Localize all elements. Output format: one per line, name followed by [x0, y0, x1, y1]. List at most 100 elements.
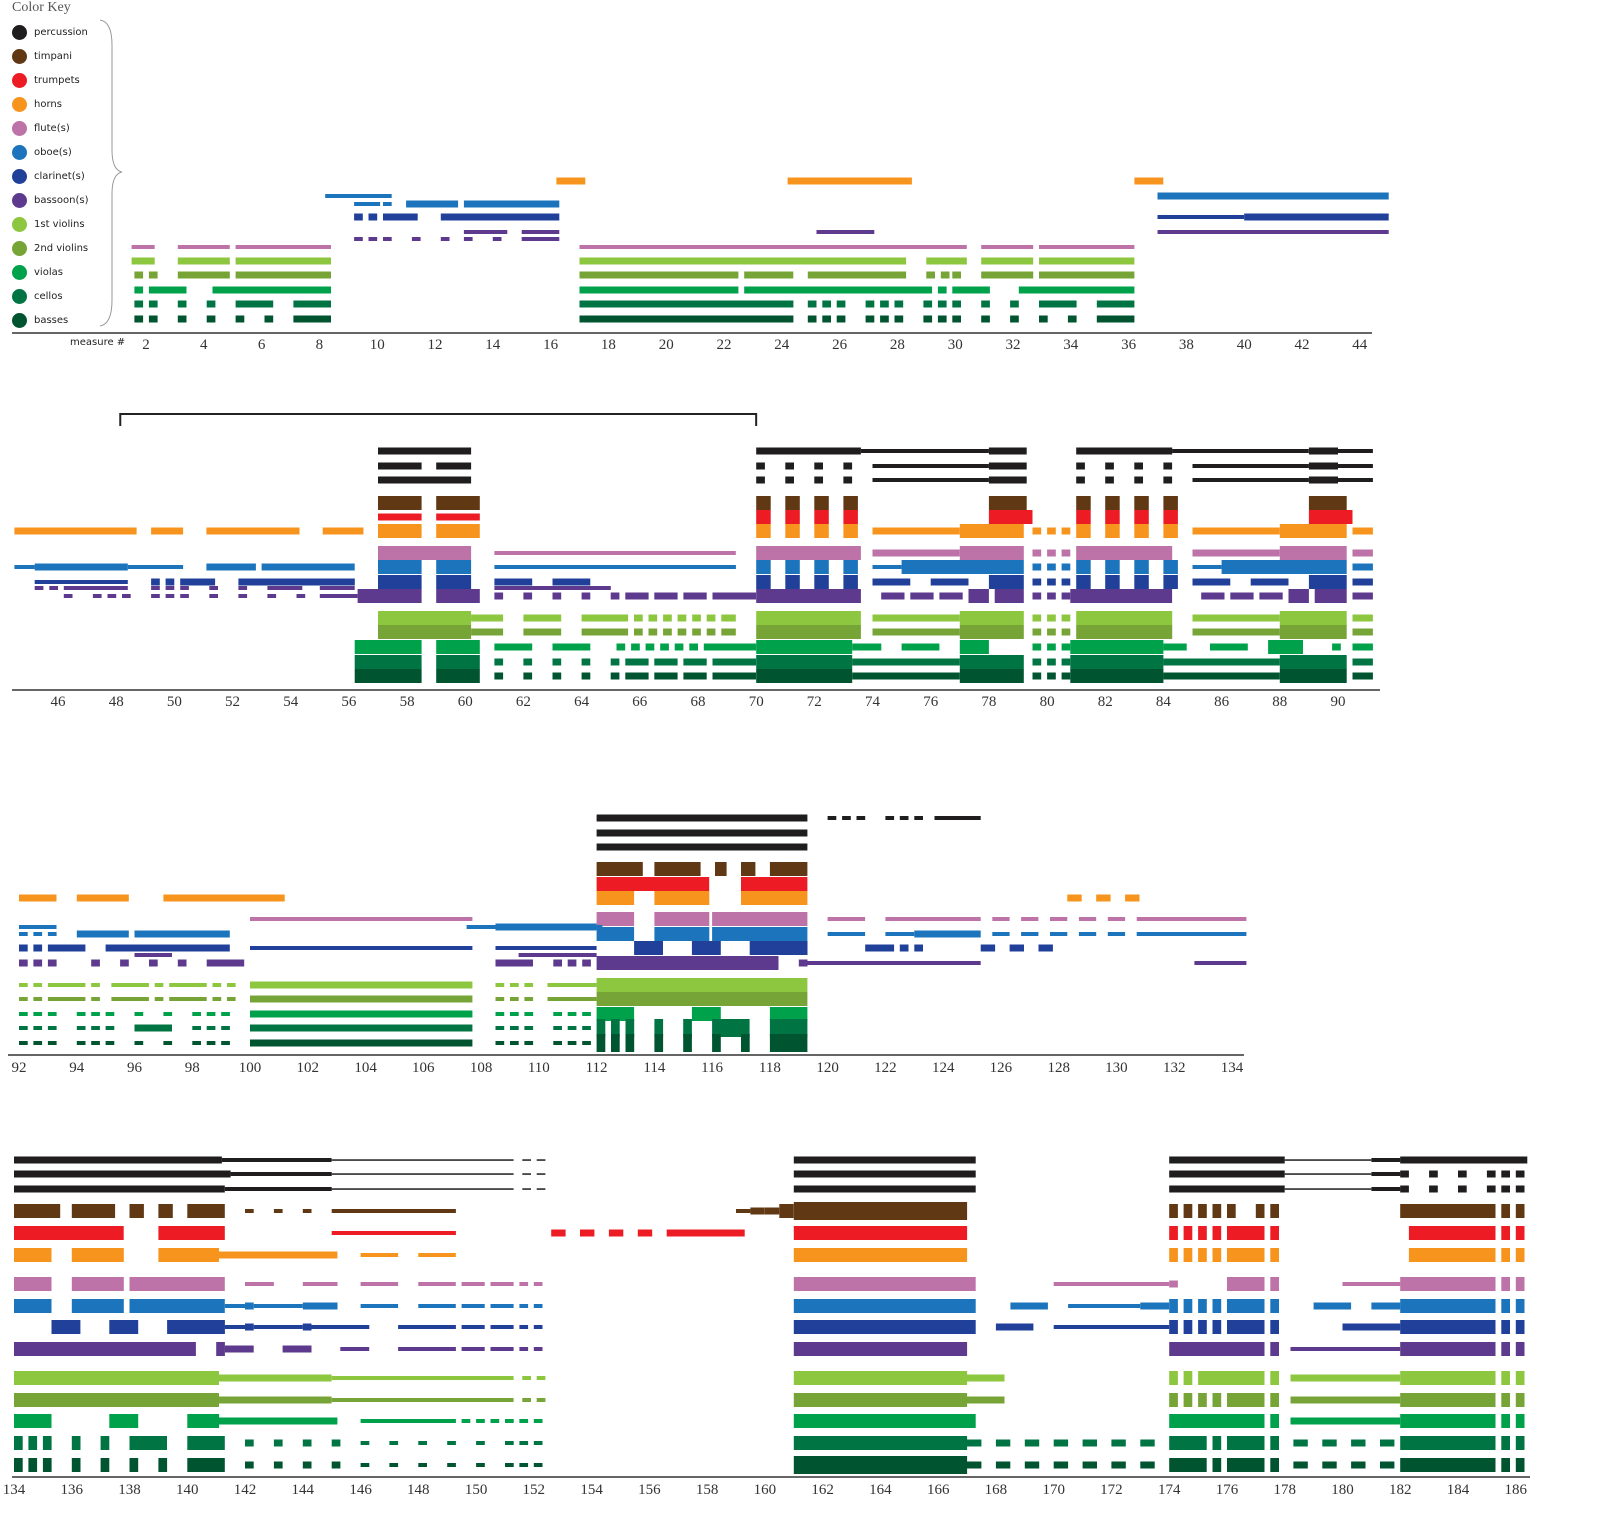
segment-flutes	[378, 546, 472, 560]
segment-basses	[712, 672, 757, 680]
segment-trumpets	[378, 513, 422, 521]
segment-trumpets	[843, 510, 858, 524]
segment-bassoons	[1270, 1342, 1279, 1356]
segment-horns	[1270, 1248, 1279, 1262]
tick-label: 46	[51, 694, 67, 710]
segment-cellos	[1039, 300, 1077, 308]
segment-basses	[519, 1463, 529, 1467]
segment-basses	[981, 315, 990, 323]
segment-bassoons	[712, 592, 757, 600]
segment-horns	[378, 524, 422, 538]
segment-percussion	[793, 1170, 976, 1178]
segment-bassoons	[1290, 1347, 1401, 1351]
segment-cellos	[1212, 1436, 1222, 1450]
segment-flutes	[1192, 549, 1280, 557]
segment-basses	[793, 1456, 968, 1474]
segment-bassoons	[1400, 1342, 1496, 1356]
segment-oboes	[1076, 560, 1091, 574]
tick-label: 40	[1237, 337, 1252, 353]
tick-label: 90	[1331, 694, 1346, 710]
segment-vln2	[547, 997, 597, 1001]
segment-percussion	[1163, 476, 1173, 484]
segment-basses	[1010, 315, 1019, 323]
segment-percussion	[224, 1187, 332, 1191]
segment-cellos	[47, 1026, 57, 1030]
segment-flutes	[756, 546, 861, 560]
segment-vln1	[1169, 1371, 1178, 1385]
segment-timpani	[843, 496, 858, 510]
segment-percussion	[1338, 464, 1373, 468]
segment-percussion	[814, 476, 823, 484]
segment-basses	[273, 1461, 283, 1469]
segment-violas	[219, 1417, 338, 1425]
segment-oboes	[14, 565, 35, 569]
tick-label: 182	[1389, 1482, 1412, 1498]
segment-cellos	[683, 1019, 692, 1037]
segment-vln1	[721, 614, 736, 622]
segment-basses	[852, 672, 960, 680]
segment-bassoons	[1194, 961, 1247, 965]
tick-label: 88	[1272, 694, 1287, 710]
segment-clarinets	[519, 1325, 529, 1329]
segment-flutes	[1352, 549, 1373, 557]
segment-vln2	[331, 1398, 514, 1402]
segment-percussion	[1429, 1170, 1438, 1178]
segment-oboes	[245, 1302, 254, 1310]
segment-basses	[447, 1463, 456, 1467]
segment-basses	[245, 1461, 254, 1469]
segment-basses	[611, 1034, 620, 1052]
segment-vln1	[793, 1371, 968, 1385]
segment-vln1	[33, 983, 43, 987]
segment-percussion	[1429, 1185, 1438, 1193]
segment-percussion	[1284, 1159, 1372, 1161]
segment-vln1	[111, 983, 149, 987]
segment-bassoons	[267, 594, 277, 598]
segment-violas	[645, 643, 655, 651]
tick-label: 34	[1063, 337, 1079, 353]
segment-flutes	[1400, 1277, 1496, 1291]
segment-percussion	[522, 1188, 531, 1190]
segment-flutes	[494, 551, 736, 555]
segment-cellos	[331, 1439, 341, 1447]
tick-label: 68	[691, 694, 706, 710]
segment-percussion	[221, 1158, 332, 1162]
segment-horns	[151, 527, 184, 535]
segment-violas	[1400, 1414, 1496, 1428]
legend-dot-icon	[12, 120, 27, 136]
segment-bassoons	[521, 237, 560, 241]
segment-vln1	[226, 983, 236, 987]
segment-timpani	[1270, 1204, 1279, 1218]
segment-flutes	[14, 1277, 52, 1291]
segment-clarinets	[245, 1323, 254, 1331]
axis-label: measure #	[70, 337, 126, 348]
segment-basses	[712, 1034, 721, 1052]
segment-cellos	[495, 1026, 505, 1030]
segment-cellos	[712, 658, 757, 666]
segment-percussion	[988, 447, 1027, 455]
segment-horns	[1076, 524, 1091, 538]
segment-percussion	[331, 1173, 514, 1175]
segment-trumpets	[666, 1229, 745, 1237]
segment-basses	[192, 1041, 201, 1045]
segment-violas	[553, 1012, 562, 1016]
segment-clarinets	[1157, 215, 1245, 219]
segment-cellos	[76, 1026, 86, 1030]
segment-vln2	[677, 628, 687, 636]
tick-label: 104	[354, 1060, 377, 1076]
segment-horns	[1279, 524, 1347, 538]
segment-basses	[510, 1041, 519, 1045]
segment-basses	[47, 1041, 57, 1045]
segment-percussion	[596, 814, 808, 822]
segment-timpani	[1501, 1204, 1510, 1218]
tick-label: 134	[1221, 1060, 1244, 1076]
segment-horns	[322, 527, 364, 535]
segment-basses	[894, 315, 904, 323]
segment-horns	[1227, 1248, 1265, 1262]
segment-basses	[1082, 1461, 1097, 1469]
segment-vln2	[596, 992, 808, 1006]
segment-clarinets	[1308, 575, 1347, 589]
segment-basses	[995, 1461, 1011, 1469]
segment-trumpets	[1076, 510, 1091, 524]
system-3: 92 94 96 98 100 102 104 106 108 110 112 114 116 118 12…	[8, 814, 1247, 1076]
segment-percussion	[1338, 478, 1373, 482]
